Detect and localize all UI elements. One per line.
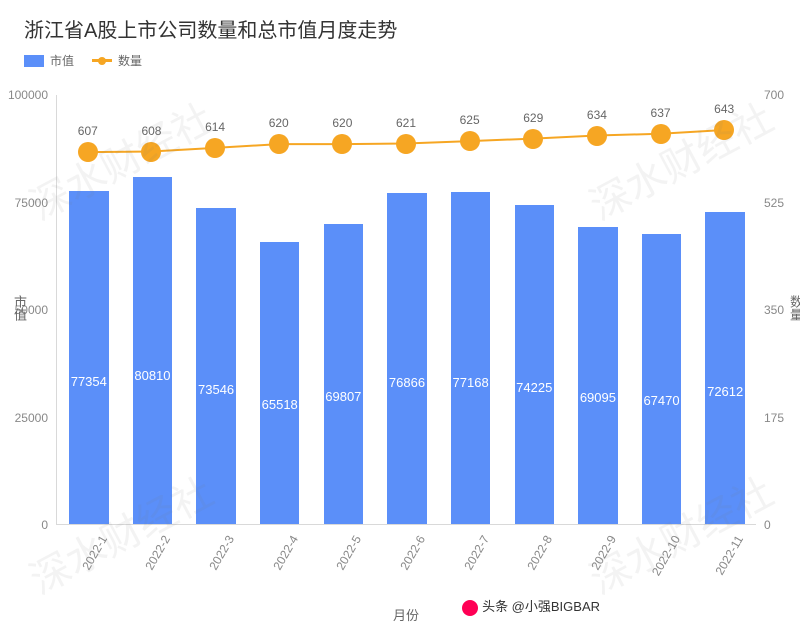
- x-tick: 2022-9: [582, 533, 619, 583]
- bar: 76866: [387, 193, 426, 524]
- y-right-tick: 525: [764, 196, 784, 210]
- legend-label-bar: 市值: [50, 52, 74, 69]
- attribution-name: 小强BIGBAR: [525, 599, 600, 614]
- bar-value-label: 74225: [516, 380, 552, 395]
- line-value-label: 629: [523, 111, 543, 125]
- y-left-tick: 100000: [8, 88, 48, 102]
- line-value-label: 614: [205, 120, 225, 134]
- y-right-tick: 350: [764, 303, 784, 317]
- line-value-label: 643: [714, 102, 734, 116]
- line-value-label: 625: [460, 113, 480, 127]
- x-tick: 2022-6: [391, 533, 428, 583]
- line-value-label: 621: [396, 116, 416, 130]
- x-tick: 2022-1: [73, 533, 110, 583]
- bar-value-label: 67470: [643, 393, 679, 408]
- legend-label-line: 数量: [118, 52, 142, 69]
- line-value-label: 634: [587, 108, 607, 122]
- line-marker: [141, 142, 161, 162]
- line-value-label: 637: [651, 106, 671, 120]
- chart-title: 浙江省A股上市公司数量和总市值月度走势: [24, 14, 397, 43]
- line-value-label: 608: [141, 124, 161, 138]
- x-tick: 2022-11: [709, 533, 746, 583]
- bar: 69807: [324, 224, 363, 524]
- y-right-tick: 700: [764, 88, 784, 102]
- y-right-label: 数量: [786, 295, 800, 321]
- plot-area: 77354 80810 73546 65518 69807 76866 77168 74225…: [56, 95, 756, 525]
- line-value-label: 607: [78, 124, 98, 138]
- line-value-label: 620: [269, 116, 289, 130]
- y-right-tick: 0: [764, 518, 771, 532]
- x-tick: 2022-5: [327, 533, 364, 583]
- y-left-tick: 75000: [15, 196, 48, 210]
- legend: 市值 数量: [24, 52, 142, 69]
- bar: 74225: [515, 205, 554, 524]
- bar-value-label: 80810: [134, 368, 170, 383]
- bar-value-label: 77354: [71, 374, 107, 389]
- legend-swatch-bar: [24, 55, 44, 67]
- x-tick: 2022-2: [136, 533, 173, 583]
- y-left-tick: 0: [41, 518, 48, 532]
- legend-item-bar: 市值: [24, 52, 74, 69]
- line-marker: [332, 134, 352, 154]
- bar: 67470: [642, 234, 681, 524]
- x-tick: 2022-8: [518, 533, 555, 583]
- bar: 72612: [705, 212, 744, 524]
- y-left-label: 市值: [10, 295, 29, 321]
- line-marker: [460, 131, 480, 151]
- bar: 80810: [133, 177, 172, 524]
- bar-value-label: 73546: [198, 382, 234, 397]
- bar: 73546: [196, 208, 235, 524]
- bar: 77354: [69, 191, 108, 524]
- bar: 65518: [260, 242, 299, 524]
- line-marker: [523, 129, 543, 149]
- bar-value-label: 72612: [707, 384, 743, 399]
- line-marker: [205, 138, 225, 158]
- line-value-label: 620: [332, 116, 352, 130]
- y-right-tick: 175: [764, 411, 784, 425]
- bar-value-label: 69807: [325, 389, 361, 404]
- line-marker: [78, 142, 98, 162]
- line-marker: [587, 126, 607, 146]
- y-left-tick: 25000: [15, 411, 48, 425]
- legend-item-line: 数量: [92, 52, 142, 69]
- chart-area: 77354 80810 73546 65518 69807 76866 77168 74225…: [56, 95, 756, 525]
- x-tick: 2022-3: [200, 533, 237, 583]
- attribution: 头条 @小强BIGBAR: [462, 596, 600, 616]
- legend-swatch-line: [92, 59, 112, 62]
- line-marker: [396, 134, 416, 154]
- x-axis-label: 月份: [393, 605, 419, 622]
- bar: 69095: [578, 227, 617, 524]
- avatar-icon: [462, 600, 478, 616]
- line-marker: [651, 124, 671, 144]
- x-tick: 2022-10: [646, 533, 683, 583]
- bar: 77168: [451, 192, 490, 524]
- x-tick: 2022-4: [264, 533, 301, 583]
- line-marker: [269, 134, 289, 154]
- bar-value-label: 69095: [580, 390, 616, 405]
- x-tick: 2022-7: [455, 533, 492, 583]
- bar-value-label: 77168: [453, 375, 489, 390]
- bar-value-label: 76866: [389, 375, 425, 390]
- line-marker: [714, 120, 734, 140]
- attribution-prefix: 头条 @: [482, 599, 525, 614]
- bar-value-label: 65518: [262, 397, 298, 412]
